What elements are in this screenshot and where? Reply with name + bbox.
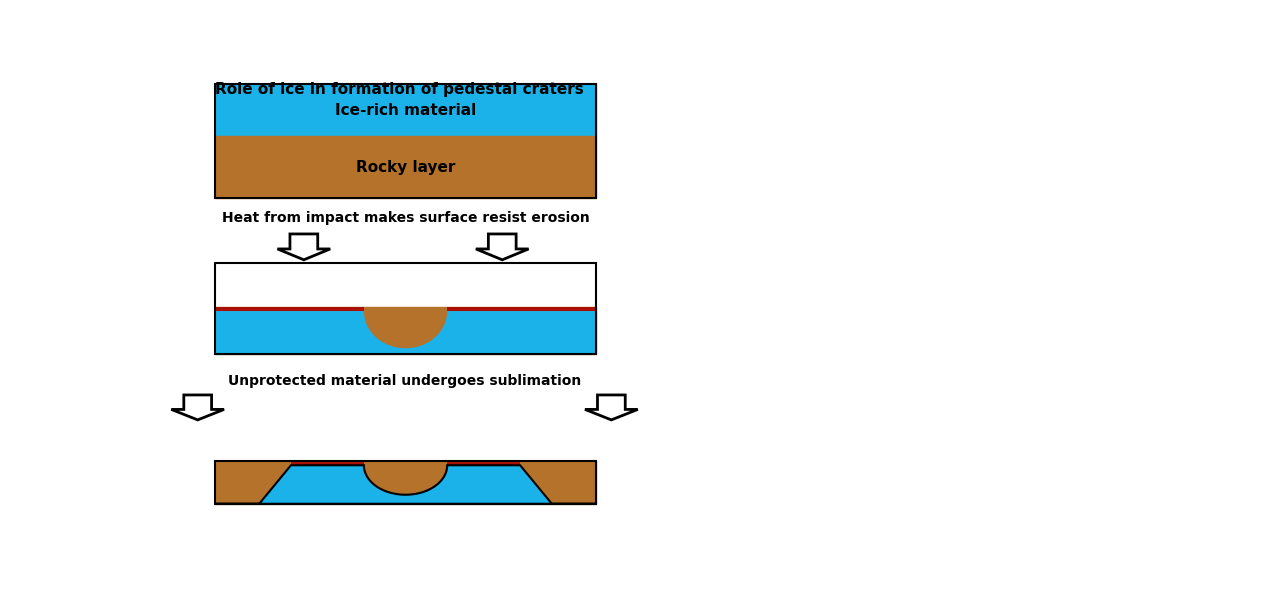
Polygon shape <box>215 311 596 354</box>
Polygon shape <box>447 307 596 311</box>
Polygon shape <box>476 234 529 260</box>
Bar <box>215 84 596 198</box>
Polygon shape <box>278 234 330 260</box>
Polygon shape <box>215 307 364 311</box>
Polygon shape <box>585 395 637 420</box>
Bar <box>215 306 596 354</box>
Bar <box>215 461 596 504</box>
Bar <box>215 137 596 198</box>
Polygon shape <box>215 465 596 504</box>
Bar <box>215 84 596 137</box>
Polygon shape <box>291 461 364 465</box>
Text: Ice-rich material: Ice-rich material <box>335 103 476 118</box>
Text: Rocky layer: Rocky layer <box>356 160 456 174</box>
Text: Unprotected material undergoes sublimation: Unprotected material undergoes sublimati… <box>228 374 581 388</box>
Text: Role of ice in formation of pedestal craters: Role of ice in formation of pedestal cra… <box>215 82 584 97</box>
Text: Heat from impact makes surface resist erosion: Heat from impact makes surface resist er… <box>221 211 589 225</box>
Bar <box>215 263 596 354</box>
Polygon shape <box>172 395 224 420</box>
Polygon shape <box>447 461 520 465</box>
Bar <box>215 461 596 504</box>
